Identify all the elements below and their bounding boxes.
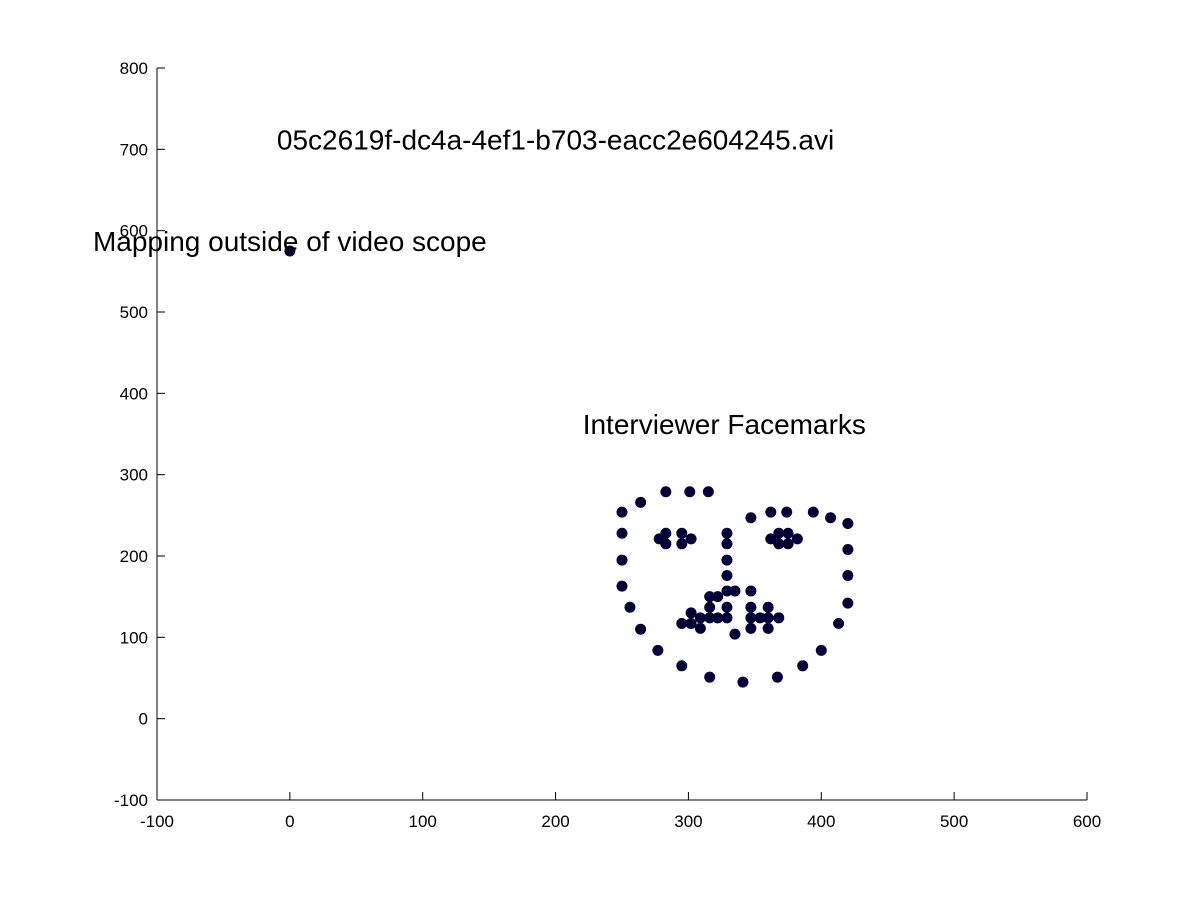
- data-point: [676, 538, 688, 550]
- data-point: [702, 486, 714, 498]
- data-point: [694, 612, 706, 624]
- data-point: [616, 527, 628, 539]
- data-point: [842, 543, 854, 555]
- y-tick-label: 300: [120, 466, 148, 485]
- data-point: [684, 486, 696, 498]
- data-point: [660, 486, 672, 498]
- data-point: [635, 496, 647, 508]
- data-point: [745, 585, 757, 597]
- x-tick-label: 500: [940, 812, 968, 831]
- data-point: [737, 676, 749, 688]
- data-point: [729, 628, 741, 640]
- data-point: [745, 612, 757, 624]
- y-tick-label: -100: [114, 791, 148, 810]
- data-point: [704, 671, 716, 683]
- data-point: [729, 585, 741, 597]
- data-point: [721, 601, 733, 613]
- data-point: [773, 612, 785, 624]
- data-point: [842, 597, 854, 609]
- data-point: [704, 601, 716, 613]
- data-point: [721, 527, 733, 539]
- data-point: [773, 538, 785, 550]
- data-point: [685, 533, 697, 545]
- data-point: [825, 512, 837, 524]
- data-point: [745, 601, 757, 613]
- data-point: [685, 618, 697, 630]
- y-tick-label: 100: [120, 628, 148, 647]
- data-point: [833, 618, 845, 630]
- data-point: [635, 623, 647, 635]
- y-tick-label: 700: [120, 140, 148, 159]
- data-point: [676, 527, 688, 539]
- data-point: [721, 612, 733, 624]
- data-point: [842, 517, 854, 529]
- y-tick-label: 200: [120, 547, 148, 566]
- data-point: [660, 538, 672, 550]
- data-point: [616, 580, 628, 592]
- data-point: [771, 671, 783, 683]
- annotation-text: Interviewer Facemarks: [583, 409, 866, 440]
- data-point: [797, 660, 809, 672]
- data-point: [712, 612, 724, 624]
- data-point: [781, 506, 793, 518]
- x-tick-label: 300: [674, 812, 702, 831]
- data-point: [721, 570, 733, 582]
- data-point: [284, 245, 296, 257]
- data-point: [712, 591, 724, 603]
- data-point: [773, 527, 785, 539]
- x-tick-label: 200: [541, 812, 569, 831]
- data-point: [616, 554, 628, 566]
- x-tick-label: 100: [409, 812, 437, 831]
- data-point: [842, 570, 854, 582]
- axes: [156, 68, 1087, 801]
- x-tick-label: 600: [1073, 812, 1101, 831]
- y-tick-label: 600: [120, 222, 148, 241]
- data-point: [745, 512, 757, 524]
- data-point: [694, 622, 706, 634]
- data-point: [745, 622, 757, 634]
- data-point: [791, 533, 803, 545]
- data-point: [660, 527, 672, 539]
- data-point: [762, 601, 774, 613]
- x-tick-label: 0: [285, 812, 294, 831]
- data-point: [762, 612, 774, 624]
- data-point: [762, 622, 774, 634]
- data-point: [616, 506, 628, 518]
- data-point: [676, 618, 688, 630]
- annotation-text: 05c2619f-dc4a-4ef1-b703-eacc2e604245.avi: [277, 124, 834, 155]
- data-point: [652, 644, 664, 656]
- x-tick-label: -100: [140, 812, 174, 831]
- data-point: [807, 506, 819, 518]
- data-point: [721, 554, 733, 566]
- data-point: [624, 601, 636, 613]
- data-point: [685, 607, 697, 619]
- y-tick-label: 800: [120, 59, 148, 78]
- y-tick-label: 400: [120, 384, 148, 403]
- y-tick-label: 500: [120, 303, 148, 322]
- data-points: [284, 245, 854, 688]
- data-point: [676, 660, 688, 672]
- ticks: -100 0 100 200 300 400 500 600 -100 0 100 200 300 400…: [114, 59, 1101, 831]
- annotation-text: Mapping outside of video scope: [93, 226, 487, 257]
- data-point: [782, 538, 794, 550]
- data-point: [721, 538, 733, 550]
- annotations: 05c2619f-dc4a-4ef1-b703-eacc2e604245.avi…: [93, 124, 866, 440]
- data-point: [782, 527, 794, 539]
- data-point: [815, 644, 827, 656]
- data-point: [765, 533, 777, 545]
- y-tick-label: 0: [139, 710, 148, 729]
- x-tick-label: 400: [807, 812, 835, 831]
- data-point: [765, 506, 777, 518]
